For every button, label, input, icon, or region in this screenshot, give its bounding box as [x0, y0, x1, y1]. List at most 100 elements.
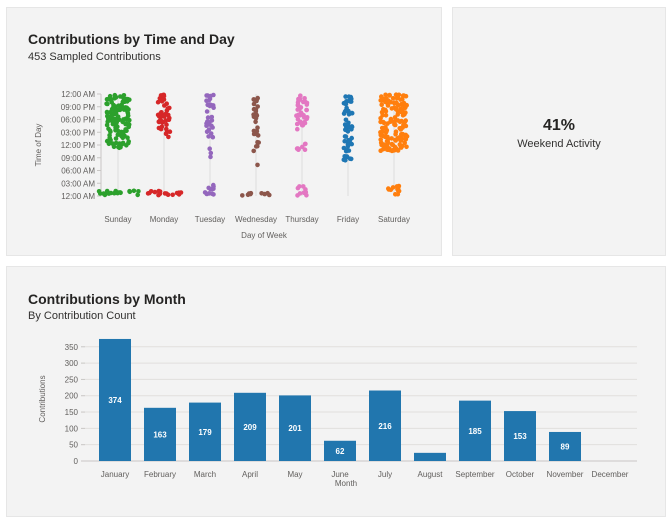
swarm-point: [302, 115, 307, 120]
swarm-point: [395, 112, 401, 117]
swarm-point: [300, 144, 305, 150]
swarm-chart-subtitle: 453 Sampled Contributions: [28, 51, 161, 63]
x-tick-label: January: [101, 470, 129, 479]
swarm-point: [164, 122, 169, 127]
swarm-point: [390, 185, 396, 190]
swarm-point: [389, 141, 395, 147]
x-tick-label: February: [144, 470, 176, 479]
bar-chart-subtitle: By Contribution Count: [28, 310, 136, 322]
swarm-point: [256, 140, 261, 145]
swarm-point: [248, 191, 253, 197]
y-tick-label: 350: [65, 343, 79, 352]
swarm-point: [389, 106, 395, 111]
swarm-point: [204, 109, 210, 114]
swarm-point: [349, 135, 355, 141]
swarm-point: [387, 93, 392, 98]
swarm-point: [398, 145, 404, 150]
swarm-point: [297, 97, 303, 103]
swarm-point: [209, 118, 215, 123]
bar-march: [189, 402, 221, 461]
swarm-point: [403, 123, 409, 129]
swarm-series-thursday: [294, 93, 310, 198]
swarm-point: [346, 120, 351, 126]
swarm-point: [390, 96, 396, 101]
swarm-point: [124, 99, 130, 104]
x-tick-label: Thursday: [285, 215, 318, 224]
bar-data-label: 163: [153, 430, 167, 439]
x-tick-label: December: [592, 470, 629, 479]
swarm-point: [205, 115, 211, 120]
y-axis-title: Time of Day: [34, 124, 43, 167]
swarm-point: [120, 99, 126, 105]
swarm-point: [302, 99, 308, 104]
swarm-point: [104, 138, 110, 144]
swarm-point: [159, 110, 164, 115]
swarm-point: [113, 136, 119, 141]
swarm-point: [211, 184, 216, 189]
swarm-point: [343, 94, 348, 99]
swarm-point: [386, 186, 391, 191]
y-tick-label: 300: [65, 359, 79, 368]
swarm-point: [174, 190, 180, 196]
swarm-point: [379, 94, 384, 99]
swarm-point: [251, 97, 256, 102]
swarm-point: [211, 105, 216, 110]
y-tick-label: 250: [65, 375, 79, 384]
swarm-point: [156, 192, 161, 198]
swarm-point: [298, 120, 304, 126]
bar-data-label: 216: [378, 422, 392, 431]
swarm-point: [254, 128, 260, 134]
swarm-point: [104, 101, 109, 107]
x-tick-label: June: [331, 470, 349, 479]
swarm-point: [393, 137, 398, 143]
swarm-point: [303, 189, 309, 195]
swarm-point: [344, 154, 350, 159]
swarm-point: [402, 140, 408, 146]
swarm-point: [378, 116, 383, 121]
bar-october: [504, 411, 536, 461]
y-tick-label: 12:00 AM: [61, 90, 95, 99]
swarm-point: [383, 113, 389, 118]
swarm-point: [113, 94, 118, 100]
swarm-point: [136, 189, 141, 194]
swarm-point: [400, 93, 406, 98]
swarm-point: [160, 119, 166, 125]
swarm-point: [159, 124, 165, 129]
x-tick-label: July: [378, 470, 392, 479]
swarm-point: [381, 106, 386, 112]
swarm-series-tuesday: [202, 92, 216, 197]
swarm-point: [384, 129, 389, 134]
swarm-point: [297, 184, 302, 189]
x-tick-label: Tuesday: [195, 215, 225, 224]
swarm-point: [111, 102, 116, 108]
swarm-point: [204, 93, 209, 98]
month-card: Contributions by Month By Contribution C…: [6, 266, 666, 517]
swarm-point: [396, 188, 402, 194]
swarm-point: [392, 115, 398, 120]
weekend-activity-label: Weekend Activity: [517, 138, 601, 150]
swarm-point: [382, 134, 388, 140]
swarm-point: [170, 192, 175, 198]
swarm-point: [255, 162, 260, 168]
bar-june: [324, 440, 356, 461]
swarm-point: [120, 135, 126, 141]
swarm-point: [125, 109, 130, 114]
swarm-chart: 12:00 AM 03:00 AM 06:00 AM 09:00 AM 12:00 PM…: [34, 90, 410, 240]
x-tick-label: Saturday: [378, 215, 410, 224]
swarm-point: [178, 190, 184, 195]
swarm-point: [341, 157, 347, 162]
swarm-point: [393, 192, 398, 197]
y-tick-label: 06:00 AM: [61, 167, 95, 176]
y-tick-label: 06:00 PM: [61, 116, 96, 125]
swarm-point: [125, 113, 131, 118]
swarm-point: [399, 109, 404, 115]
swarm-point: [123, 127, 128, 132]
swarm-point: [126, 124, 131, 130]
swarm-point: [209, 114, 215, 120]
swarm-point: [206, 185, 211, 191]
swarm-point: [155, 99, 161, 105]
swarm-point: [110, 121, 116, 127]
swarm-point: [108, 129, 113, 134]
x-tick-label: Monday: [150, 215, 178, 224]
x-tick-label: Sunday: [104, 215, 131, 224]
